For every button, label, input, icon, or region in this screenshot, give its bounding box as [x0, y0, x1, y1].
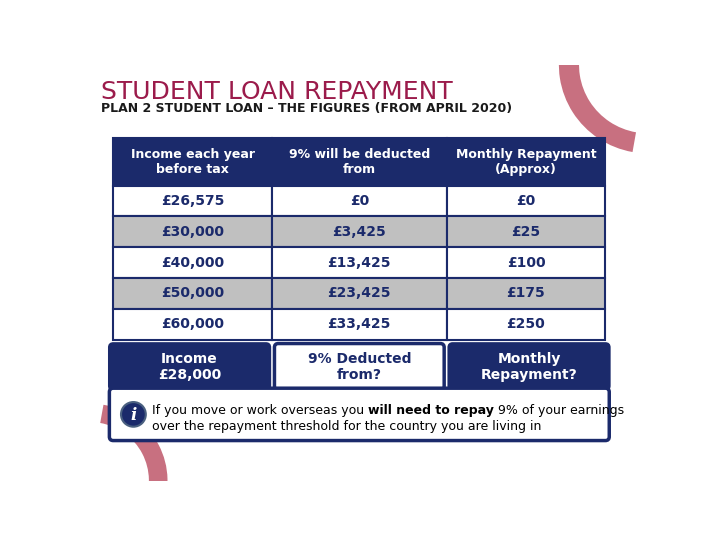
Text: £30,000: £30,000: [161, 225, 224, 239]
Text: Monthly Repayment
(Approx): Monthly Repayment (Approx): [456, 148, 596, 176]
Wedge shape: [100, 405, 168, 513]
FancyBboxPatch shape: [272, 186, 446, 217]
FancyBboxPatch shape: [446, 247, 606, 278]
Text: Monthly
Repayment?: Monthly Repayment?: [481, 352, 577, 382]
FancyBboxPatch shape: [272, 138, 446, 186]
Text: £250: £250: [507, 318, 545, 332]
FancyBboxPatch shape: [446, 186, 606, 217]
Text: STUDENT LOAN REPAYMENT: STUDENT LOAN REPAYMENT: [101, 80, 453, 104]
Text: Income each year
before tax: Income each year before tax: [131, 148, 255, 176]
FancyBboxPatch shape: [113, 309, 272, 340]
Text: £26,575: £26,575: [161, 194, 225, 208]
Text: £60,000: £60,000: [161, 318, 224, 332]
Text: £0: £0: [516, 194, 536, 208]
Wedge shape: [559, 42, 636, 152]
FancyBboxPatch shape: [113, 186, 272, 217]
FancyBboxPatch shape: [446, 138, 606, 186]
FancyBboxPatch shape: [113, 138, 272, 186]
Text: £40,000: £40,000: [161, 256, 224, 269]
FancyBboxPatch shape: [113, 247, 272, 278]
FancyBboxPatch shape: [449, 343, 609, 390]
FancyBboxPatch shape: [274, 343, 444, 390]
Text: £50,000: £50,000: [161, 287, 224, 300]
Text: £33,425: £33,425: [328, 318, 391, 332]
Text: £100: £100: [507, 256, 545, 269]
Text: will need to repay: will need to repay: [368, 404, 494, 417]
Text: 9% of your earnings: 9% of your earnings: [494, 404, 624, 417]
Text: £23,425: £23,425: [328, 287, 391, 300]
Text: over the repayment threshold for the country you are living in: over the repayment threshold for the cou…: [152, 420, 541, 433]
FancyBboxPatch shape: [109, 343, 270, 390]
FancyBboxPatch shape: [446, 309, 606, 340]
Text: £25: £25: [511, 225, 541, 239]
Text: 9% will be deducted
from: 9% will be deducted from: [289, 148, 430, 176]
Text: £13,425: £13,425: [328, 256, 391, 269]
Text: i: i: [130, 407, 137, 424]
FancyBboxPatch shape: [446, 278, 606, 309]
Text: £175: £175: [507, 287, 545, 300]
Text: £0: £0: [350, 194, 369, 208]
FancyBboxPatch shape: [272, 309, 446, 340]
FancyBboxPatch shape: [113, 278, 272, 309]
FancyBboxPatch shape: [113, 217, 272, 247]
FancyBboxPatch shape: [272, 247, 446, 278]
Text: 9% Deducted
from?: 9% Deducted from?: [307, 352, 411, 382]
FancyBboxPatch shape: [109, 388, 609, 441]
FancyBboxPatch shape: [446, 217, 606, 247]
Text: Income
£28,000: Income £28,000: [158, 352, 221, 382]
Text: If you move or work overseas you: If you move or work overseas you: [152, 404, 368, 417]
FancyBboxPatch shape: [272, 217, 446, 247]
Text: PLAN 2 STUDENT LOAN – THE FIGURES (FROM APRIL 2020): PLAN 2 STUDENT LOAN – THE FIGURES (FROM …: [101, 102, 512, 115]
Circle shape: [121, 402, 145, 427]
FancyBboxPatch shape: [272, 278, 446, 309]
Text: £3,425: £3,425: [333, 225, 386, 239]
